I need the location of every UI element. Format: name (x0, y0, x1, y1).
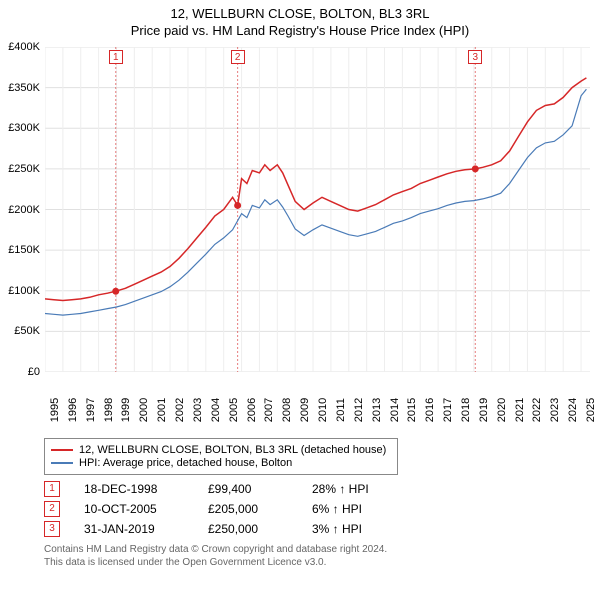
legend-label: 12, WELLBURN CLOSE, BOLTON, BL3 3RL (det… (79, 444, 386, 456)
y-tick-label: £300K (0, 122, 40, 134)
sale-marker-box: 3 (468, 50, 482, 64)
x-tick-label: 1996 (67, 398, 79, 422)
legend: 12, WELLBURN CLOSE, BOLTON, BL3 3RL (det… (44, 438, 398, 475)
x-tick-label: 2013 (371, 398, 383, 422)
x-tick-label: 2012 (353, 398, 365, 422)
sale-marker-dot (472, 165, 479, 172)
sale-marker-dot (234, 202, 241, 209)
sale-price: £205,000 (208, 502, 288, 516)
sale-index-box: 1 (44, 481, 60, 497)
legend-item: 12, WELLBURN CLOSE, BOLTON, BL3 3RL (det… (51, 444, 391, 456)
legend-label: HPI: Average price, detached house, Bolt… (79, 457, 292, 469)
sales-table: 1 18-DEC-1998 £99,400 28% ↑ HPI 2 10-OCT-2005… (44, 481, 592, 537)
series-property (45, 78, 586, 301)
x-tick-label: 2008 (281, 398, 293, 422)
sale-row: 2 10-OCT-2005 £205,000 6% ↑ HPI (44, 501, 592, 517)
x-tick-label: 2017 (442, 398, 454, 422)
sale-hpi: 28% ↑ HPI (312, 482, 392, 496)
x-tick-label: 2023 (549, 398, 561, 422)
x-tick-label: 2020 (496, 398, 508, 422)
y-tick-label: £50K (0, 325, 40, 337)
title-address: 12, WELLBURN CLOSE, BOLTON, BL3 3RL (0, 6, 600, 21)
legend-swatch (51, 449, 73, 451)
x-tick-label: 2002 (174, 398, 186, 422)
legend-swatch (51, 462, 73, 464)
x-tick-label: 1995 (49, 398, 61, 422)
sale-date: 18-DEC-1998 (84, 482, 184, 496)
sale-date: 10-OCT-2005 (84, 502, 184, 516)
x-tick-label: 2010 (317, 398, 329, 422)
y-tick-label: £200K (0, 204, 40, 216)
sale-index-box: 3 (44, 521, 60, 537)
x-tick-label: 1998 (103, 398, 115, 422)
sale-index-box: 2 (44, 501, 60, 517)
x-tick-label: 2015 (406, 398, 418, 422)
sale-date: 31-JAN-2019 (84, 522, 184, 536)
y-tick-label: £100K (0, 285, 40, 297)
chart-svg (45, 47, 590, 372)
footer-line2: This data is licensed under the Open Gov… (44, 556, 592, 569)
footer-line1: Contains HM Land Registry data © Crown c… (44, 543, 592, 556)
x-tick-label: 2019 (478, 398, 490, 422)
x-tick-label: 2001 (156, 398, 168, 422)
x-tick-label: 2014 (389, 398, 401, 422)
sale-marker-box: 2 (231, 50, 245, 64)
title-subtitle: Price paid vs. HM Land Registry's House … (0, 23, 600, 38)
x-tick-label: 2025 (585, 398, 597, 422)
x-tick-label: 2004 (210, 398, 222, 422)
x-tick-label: 2024 (567, 398, 579, 422)
x-tick-label: 2005 (228, 398, 240, 422)
sale-hpi: 6% ↑ HPI (312, 502, 392, 516)
x-tick-label: 2003 (192, 398, 204, 422)
x-tick-label: 1999 (120, 398, 132, 422)
sale-marker-dot (112, 288, 119, 295)
chart-area: £0 £50K £100K £150K £200K £250K £300K £350K £400… (0, 42, 600, 432)
y-tick-label: £350K (0, 82, 40, 94)
x-tick-label: 1997 (85, 398, 97, 422)
sale-hpi: 3% ↑ HPI (312, 522, 392, 536)
x-tick-label: 2000 (138, 398, 150, 422)
sale-row: 1 18-DEC-1998 £99,400 28% ↑ HPI (44, 481, 592, 497)
y-tick-label: £150K (0, 244, 40, 256)
y-tick-label: £250K (0, 163, 40, 175)
legend-item: HPI: Average price, detached house, Bolt… (51, 457, 391, 469)
x-tick-label: 2009 (299, 398, 311, 422)
sale-row: 3 31-JAN-2019 £250,000 3% ↑ HPI (44, 521, 592, 537)
x-tick-label: 2021 (514, 398, 526, 422)
chart-container: 12, WELLBURN CLOSE, BOLTON, BL3 3RL Pric… (0, 0, 600, 569)
x-tick-label: 2006 (246, 398, 258, 422)
x-tick-label: 2016 (424, 398, 436, 422)
x-tick-label: 2022 (531, 398, 543, 422)
y-tick-label: £400K (0, 41, 40, 53)
sale-price: £99,400 (208, 482, 288, 496)
x-tick-label: 2018 (460, 398, 472, 422)
title-block: 12, WELLBURN CLOSE, BOLTON, BL3 3RL Pric… (0, 0, 600, 42)
sale-marker-box: 1 (109, 50, 123, 64)
x-tick-label: 2007 (263, 398, 275, 422)
x-tick-label: 2011 (335, 398, 347, 422)
footer-attribution: Contains HM Land Registry data © Crown c… (44, 543, 592, 569)
y-tick-label: £0 (0, 366, 40, 378)
sale-price: £250,000 (208, 522, 288, 536)
series-hpi (45, 89, 586, 315)
